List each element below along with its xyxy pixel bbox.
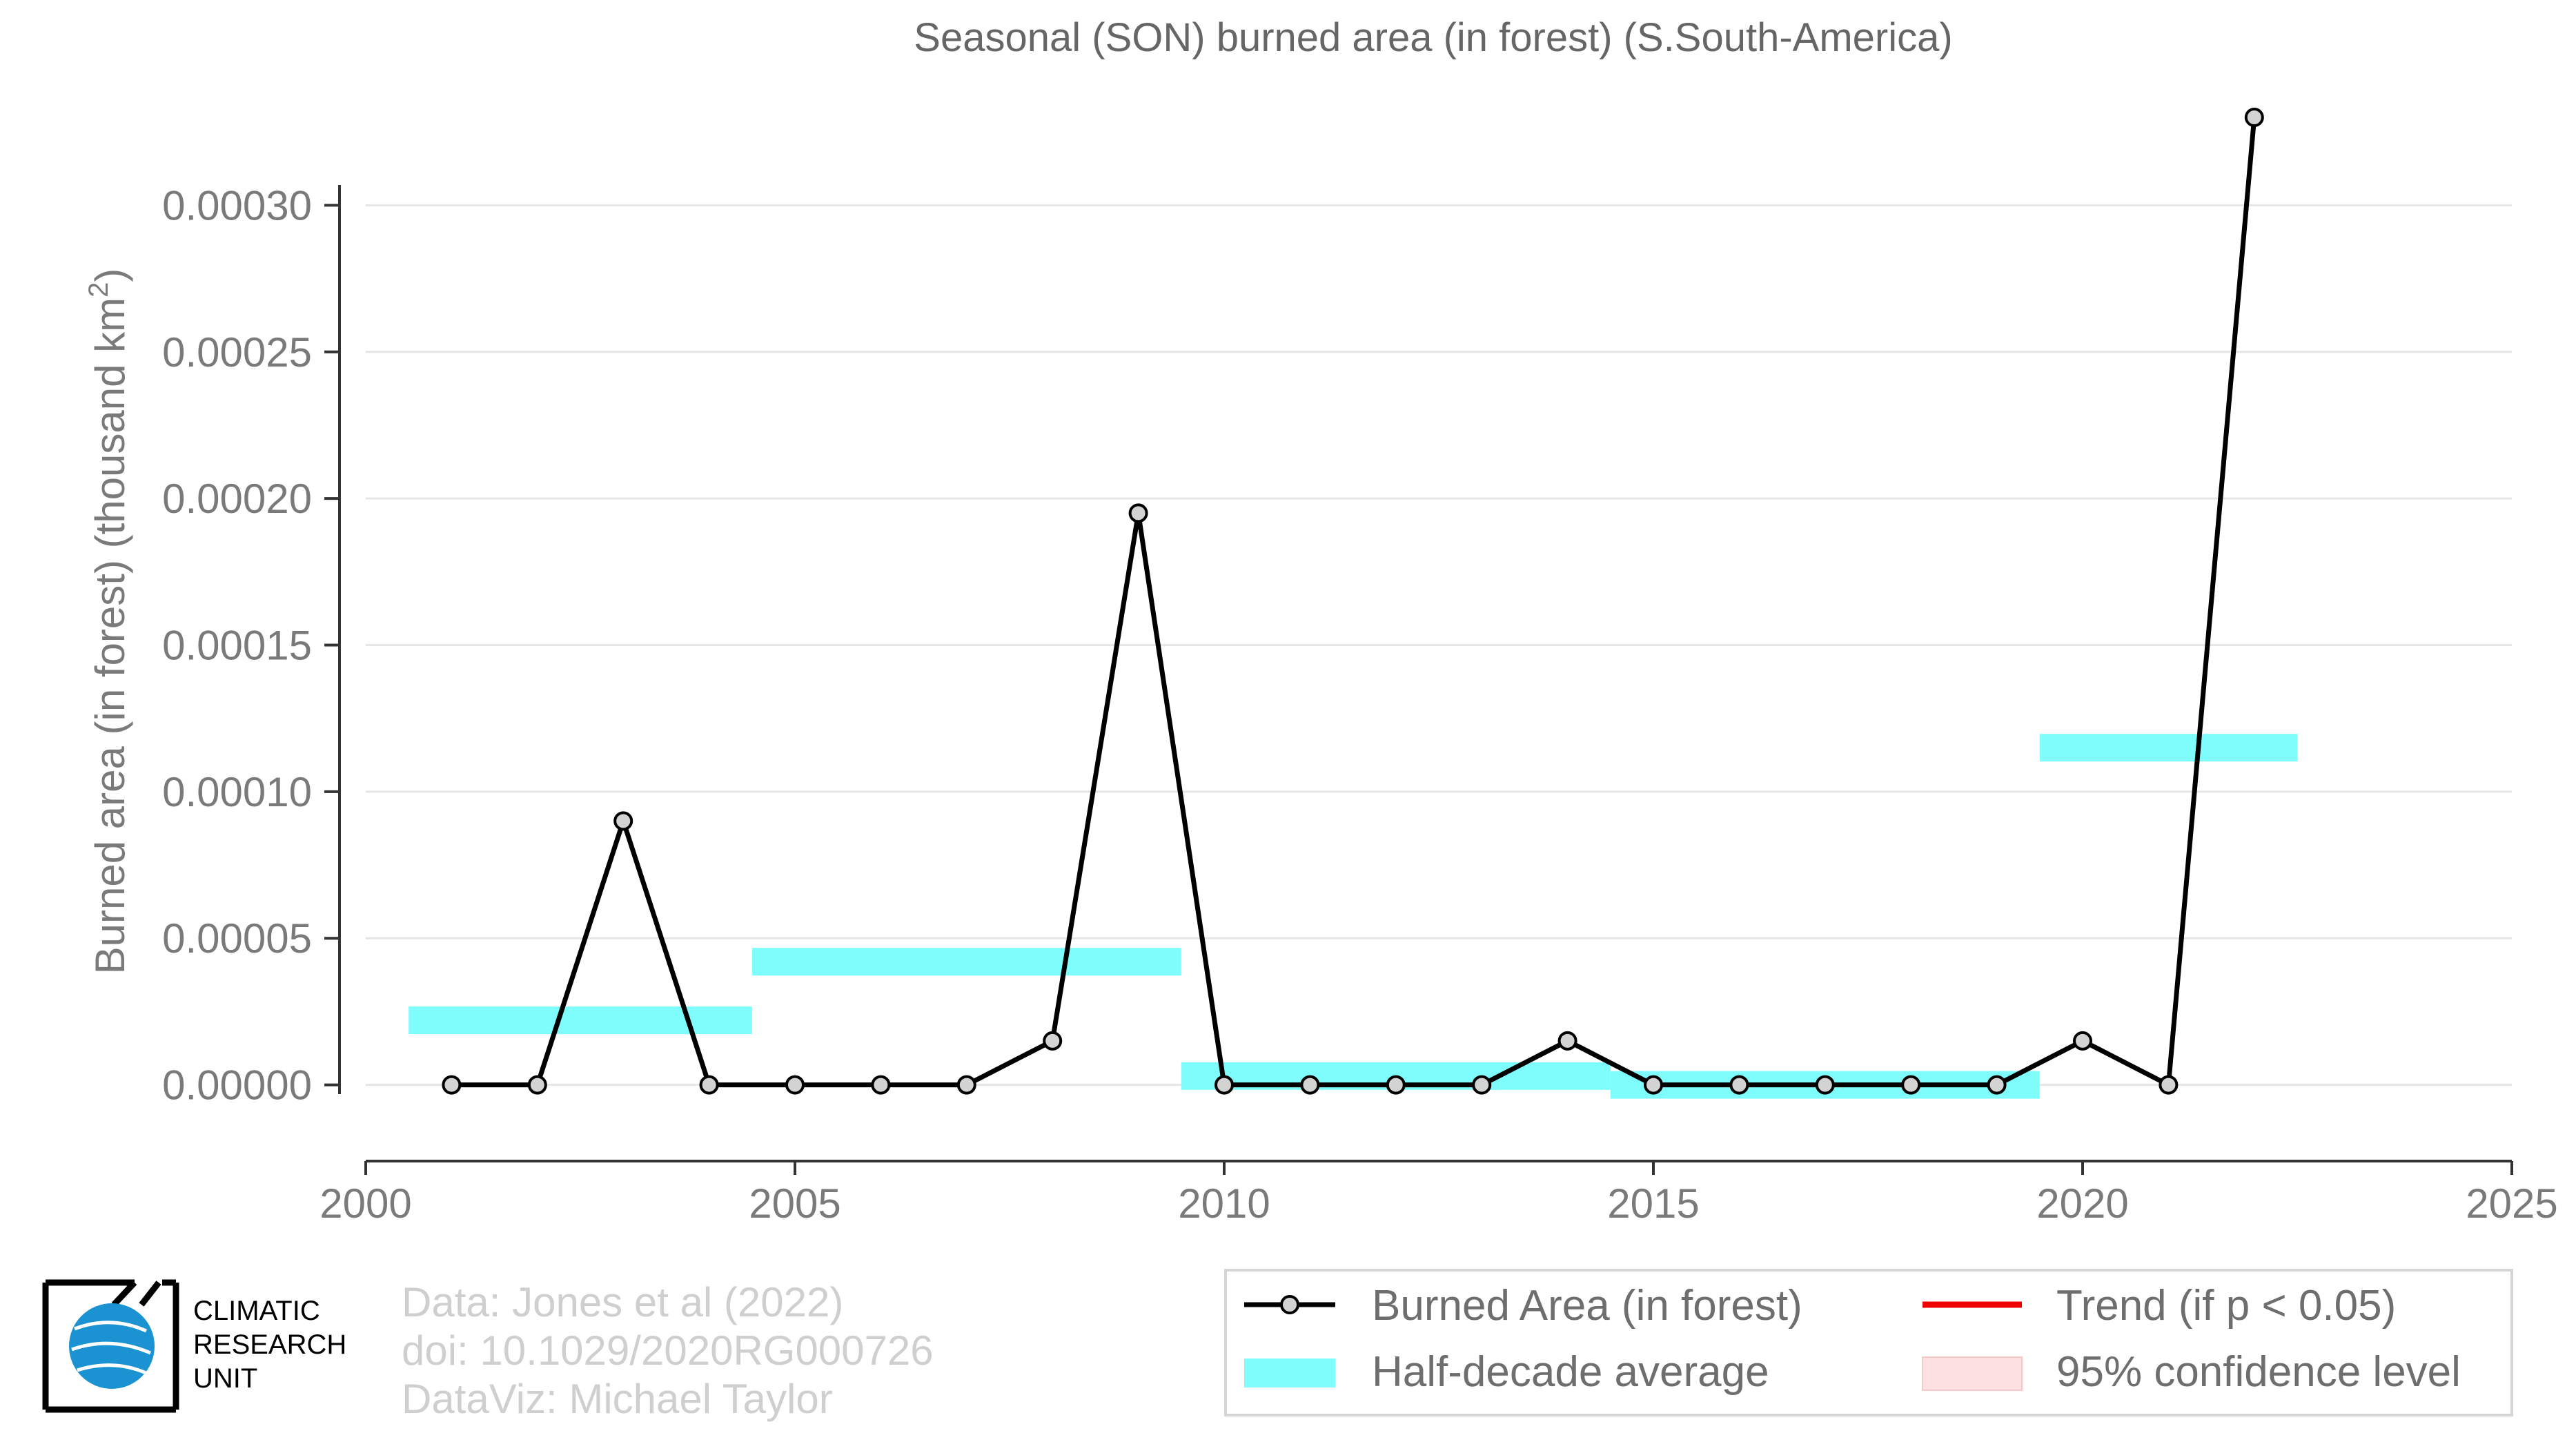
data-point bbox=[442, 1075, 462, 1095]
credit-doi: doi: 10.1029/2020RG000726 bbox=[402, 1327, 934, 1374]
half-decade-average-bar bbox=[2039, 734, 2297, 762]
globe-swirl-icon bbox=[71, 1321, 151, 1376]
logo-line-1: CLIMATIC bbox=[193, 1296, 320, 1326]
y-tick-label: 0.00025 bbox=[162, 329, 312, 376]
y-axis-label: Burned area (in forest) (thousand km2) bbox=[83, 269, 133, 975]
half-decade-average-bars bbox=[409, 734, 2297, 1099]
chart-title: Seasonal (SON) burned area (in forest) (… bbox=[914, 15, 1952, 60]
legend-marker-burned-area bbox=[1280, 1295, 1299, 1314]
y-tick-label: 0.00030 bbox=[162, 182, 312, 228]
data-point bbox=[1128, 503, 1148, 523]
y-axis-label-main: Burned area (in forest) (thousand km bbox=[87, 298, 133, 974]
data-point bbox=[699, 1075, 719, 1095]
y-tick-label: 0.00000 bbox=[162, 1062, 312, 1109]
data-point bbox=[1043, 1031, 1063, 1051]
data-point bbox=[527, 1075, 547, 1095]
data-point bbox=[1987, 1075, 2007, 1095]
x-tick-label: 2015 bbox=[1607, 1180, 1699, 1227]
x-tick-label: 2020 bbox=[2036, 1180, 2128, 1227]
grid bbox=[366, 204, 2512, 1087]
data-point bbox=[1386, 1075, 1406, 1095]
half-decade-average-bar bbox=[409, 1006, 752, 1035]
y-axis-label-sup: 2 bbox=[83, 282, 114, 298]
legend-label-trend: Trend (if p < 0.05) bbox=[2056, 1282, 2396, 1330]
x-tick-label: 2000 bbox=[319, 1180, 411, 1227]
legend-swatch-confidence bbox=[1922, 1356, 2023, 1391]
y-tick-label: 0.00010 bbox=[162, 769, 312, 815]
data-point bbox=[1215, 1075, 1234, 1095]
legend-box bbox=[1224, 1269, 2513, 1416]
logo-frame-left bbox=[42, 1279, 137, 1413]
data-point bbox=[1644, 1075, 1663, 1095]
half-decade-average-bar bbox=[751, 948, 1181, 976]
x-tick-label: 2025 bbox=[2466, 1180, 2557, 1227]
data-point bbox=[871, 1075, 891, 1095]
y-tick-label: 0.00005 bbox=[162, 915, 312, 962]
data-point bbox=[2073, 1031, 2092, 1051]
series-line bbox=[451, 117, 2257, 1088]
y-axis-label-end: ) bbox=[87, 269, 133, 282]
credit-dataviz: DataViz: Michael Taylor bbox=[402, 1376, 833, 1422]
data-point bbox=[1901, 1075, 1921, 1095]
burned-area-series bbox=[442, 108, 2264, 1095]
x-tick-label: 2005 bbox=[749, 1180, 840, 1227]
logo-frame-right bbox=[86, 1279, 179, 1413]
legend: Burned Area (in forest) Trend (if p < 0.… bbox=[1224, 1269, 2513, 1416]
cru-logo: CLIMATIC RESEARCH UNIT bbox=[42, 1279, 346, 1413]
axes: 0.00000 0.00005 0.00010 0.00015 0.00020 0.000… bbox=[162, 182, 2558, 1227]
legend-label-burned-area: Burned Area (in forest) bbox=[1372, 1282, 1802, 1330]
data-point bbox=[1300, 1075, 1320, 1095]
y-tick-label: 0.00020 bbox=[162, 476, 312, 522]
data-point bbox=[785, 1075, 805, 1095]
data-point bbox=[1472, 1075, 1492, 1095]
logo-line-2: RESEARCH bbox=[193, 1330, 346, 1360]
legend-swatch-half-decade bbox=[1244, 1359, 1335, 1387]
x-tick-label: 2010 bbox=[1178, 1180, 1270, 1227]
y-tick-label: 0.00015 bbox=[162, 622, 312, 668]
legend-label-half-decade: Half-decade average bbox=[1372, 1348, 1769, 1396]
data-point bbox=[956, 1075, 976, 1095]
data-point bbox=[1729, 1075, 1749, 1095]
data-point bbox=[1557, 1031, 1577, 1051]
data-point bbox=[2244, 108, 2264, 127]
data-point bbox=[2159, 1075, 2179, 1095]
legend-label-confidence: 95% confidence level bbox=[2056, 1348, 2461, 1396]
data-point bbox=[1815, 1075, 1835, 1095]
credit-data: Data: Jones et al (2022) bbox=[402, 1279, 843, 1325]
logo-line-3: UNIT bbox=[193, 1363, 257, 1394]
data-point bbox=[613, 811, 633, 831]
